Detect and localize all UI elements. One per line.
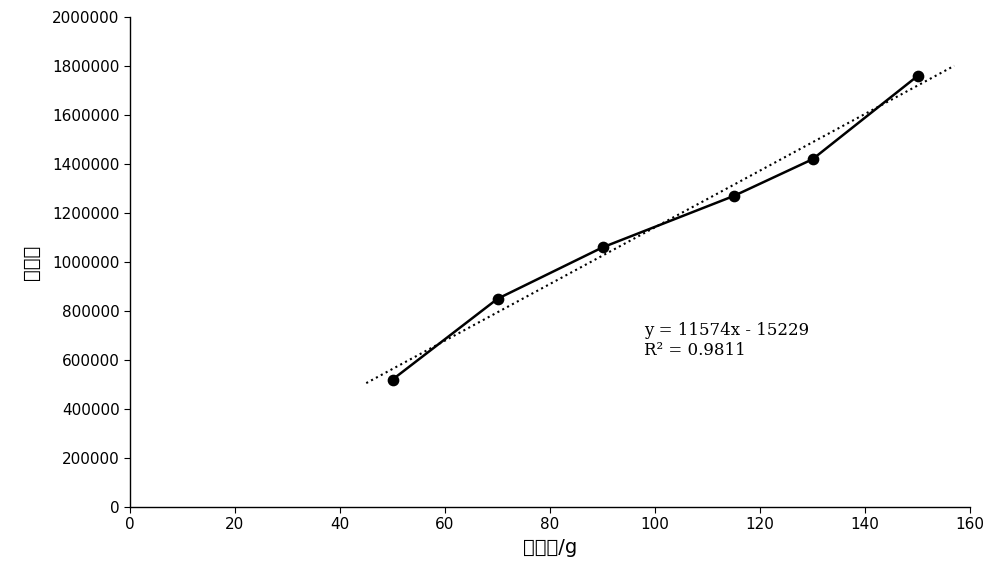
X-axis label: 含水量/g: 含水量/g [523, 538, 577, 557]
Point [384, 375, 400, 384]
Point [804, 155, 820, 164]
Point [594, 243, 610, 252]
Point [910, 71, 926, 81]
Point [726, 191, 742, 200]
Y-axis label: 峰面积: 峰面积 [22, 244, 41, 280]
Text: y = 11574x - 15229
R² = 0.9811: y = 11574x - 15229 R² = 0.9811 [644, 322, 810, 359]
Point [490, 294, 505, 304]
